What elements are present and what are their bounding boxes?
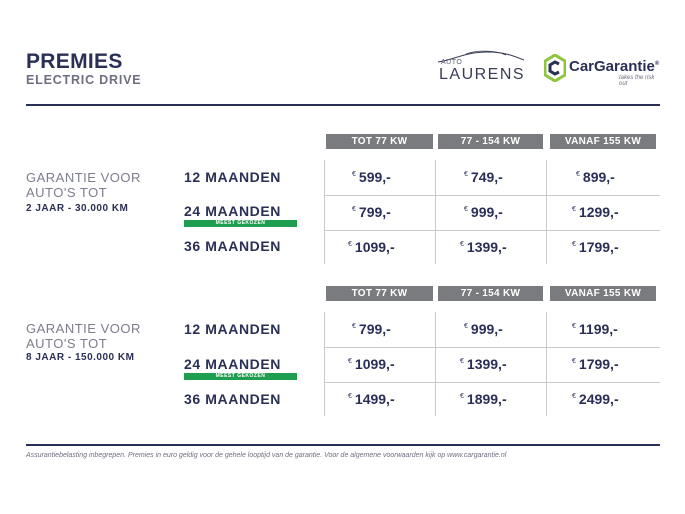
column-divider: [435, 160, 436, 264]
column-divider: [435, 312, 436, 416]
car-silhouette-icon: [437, 50, 525, 63]
column-divider: [324, 312, 325, 416]
price-cell: €999,-: [464, 321, 503, 337]
period-label: 36 MAANDEN: [184, 391, 282, 407]
most-chosen-badge: MEEST GEKOZEN: [184, 373, 297, 380]
row-divider: [324, 230, 660, 231]
section-detail-1: 2 JAAR - 30.000 KM: [26, 203, 129, 214]
period-label: 12 MAANDEN: [184, 321, 282, 337]
price-cell: €1499,-: [348, 391, 395, 407]
section-label-line2: AUTO'S TOT: [26, 185, 108, 200]
section-label-line2: AUTO'S TOT: [26, 336, 108, 351]
section-label-1: GARANTIE VOOR AUTO'S TOT: [26, 170, 141, 200]
most-chosen-badge: MEEST GEKOZEN: [184, 220, 297, 227]
top-divider: [26, 104, 660, 106]
price-cell: €1099,-: [348, 239, 395, 255]
cargarantie-hexagon-icon: [544, 54, 566, 82]
period-label: 24 MAANDEN: [184, 356, 282, 372]
price-cell: €1799,-: [572, 356, 619, 372]
column-header-77-154: 77 - 154 KW: [438, 286, 543, 301]
column-header-tot-77: TOT 77 KW: [326, 134, 433, 149]
cargarantie-logo: CarGarantie® takes the risk out: [544, 52, 664, 87]
price-cell: €2499,-: [572, 391, 619, 407]
logo-name: LAURENS: [439, 66, 526, 83]
column-header-tot-77: TOT 77 KW: [326, 286, 433, 301]
period-label: 12 MAANDEN: [184, 169, 282, 185]
price-cell: €1099,-: [348, 356, 395, 372]
column-divider: [324, 160, 325, 264]
price-cell: €1199,-: [572, 321, 618, 337]
period-label: 36 MAANDEN: [184, 238, 282, 254]
cargarantie-name: CarGarantie®: [569, 58, 660, 75]
bottom-divider: [26, 444, 660, 446]
column-header-vanaf-155: VANAF 155 KW: [550, 134, 656, 149]
logo-prefix: AUTO: [441, 59, 463, 66]
auto-laurens-logo: AUTO LAURENS: [436, 50, 528, 90]
price-cell: €1899,-: [460, 391, 507, 407]
cargarantie-tagline: takes the risk out: [619, 75, 655, 87]
price-cell: €749,-: [464, 169, 503, 185]
price-cell: €1799,-: [572, 239, 619, 255]
price-cell: €1399,-: [460, 356, 507, 372]
section-detail-2: 8 JAAR - 150.000 KM: [26, 352, 135, 363]
price-cell: €599,-: [352, 169, 391, 185]
price-cell: €999,-: [464, 204, 503, 220]
footer-disclaimer: Assurantiebelasting inbegrepen. Premies …: [26, 452, 507, 459]
column-divider: [546, 312, 547, 416]
price-cell: €899,-: [576, 169, 615, 185]
price-cell: €799,-: [352, 204, 391, 220]
column-divider: [546, 160, 547, 264]
price-cell: €799,-: [352, 321, 391, 337]
section-label-2: GARANTIE VOOR AUTO'S TOT: [26, 321, 141, 351]
page-title: PREMIES: [26, 50, 123, 73]
price-cell: €1399,-: [460, 239, 507, 255]
column-header-vanaf-155: VANAF 155 KW: [550, 286, 656, 301]
row-divider: [324, 347, 660, 348]
section-label-line1: GARANTIE VOOR: [26, 321, 141, 336]
price-cell: €1299,-: [572, 204, 619, 220]
page-subtitle: ELECTRIC DRIVE: [26, 73, 142, 87]
column-header-77-154: 77 - 154 KW: [438, 134, 543, 149]
row-divider: [324, 195, 660, 196]
period-label: 24 MAANDEN: [184, 203, 282, 219]
row-divider: [324, 382, 660, 383]
section-label-line1: GARANTIE VOOR: [26, 170, 141, 185]
